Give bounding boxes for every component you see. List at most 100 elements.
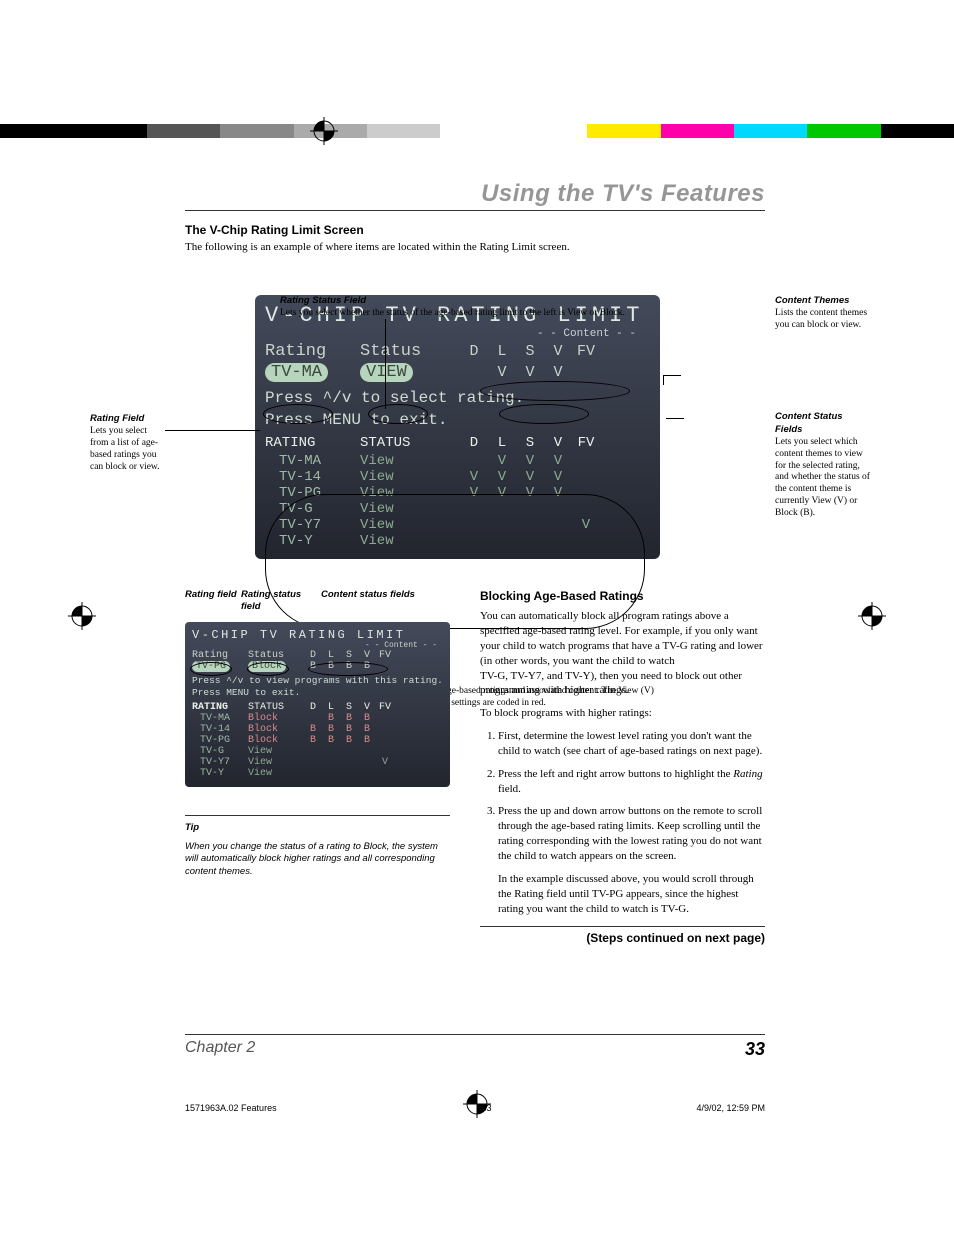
status-cell: View [360, 533, 460, 549]
rating-cell: TV-Y [265, 533, 360, 549]
mini-status-val: Block [248, 661, 286, 672]
chapter-label: Chapter 2 [185, 1039, 255, 1060]
section-title: Using the TV's Features [185, 180, 765, 211]
mini-tbl-hdr-r: RATING [192, 702, 248, 713]
main-diagram: Rating Status FieldLets you select wheth… [185, 295, 765, 559]
content-cells [460, 501, 650, 517]
registration-mark-icon [68, 602, 96, 630]
hint-1: Press ^/v to select rating. [265, 388, 650, 410]
tip-box: Tip When you change the status of a rati… [185, 815, 450, 879]
callout-content-themes: Content ThemesLists the content themes y… [775, 295, 870, 332]
table-row: TV-YView [265, 533, 650, 549]
mini-content-hdr: - - Content - - [192, 641, 437, 650]
rating-value: TV-MA [265, 363, 328, 382]
content-col: S [516, 343, 544, 360]
content-cells: VVVV [460, 469, 650, 485]
content-col: V [544, 343, 572, 360]
status-value: VIEW [360, 363, 413, 382]
tip-text: When you change the status of a rating t… [185, 841, 450, 879]
mini-table-body: TV-MABlockBBBTV-14BlockBBBBTV-PGBlockBBB… [192, 713, 443, 779]
step-2: Press the left and right arrow buttons t… [498, 767, 765, 797]
status-cell: View [360, 517, 460, 533]
table-row: TV-14ViewVVVV [265, 469, 650, 485]
rating-cell: TV-14 [265, 469, 360, 485]
step-1: First, determine the lowest level rating… [498, 729, 765, 759]
callout-rating-status-field: Rating Status FieldLets you select wheth… [280, 295, 660, 320]
registration-mark-icon [858, 602, 886, 630]
table-row: TV-MAViewVVV [265, 453, 650, 469]
page-footer: Chapter 2 33 [185, 1034, 765, 1060]
status-cell: View [360, 469, 460, 485]
content-val: V [544, 364, 572, 381]
callout-content-status-fields: Content Status FieldsLets you select whi… [775, 411, 870, 520]
table-row: TV-PGViewVVVV [265, 485, 650, 501]
right-heading: Blocking Age-Based Ratings [480, 589, 765, 603]
rating-cell: TV-G [265, 501, 360, 517]
content-cells [460, 533, 650, 549]
steps-list: First, determine the lowest level rating… [480, 729, 765, 916]
tbl-col: S [516, 435, 544, 451]
step-3: Press the up and down arrow buttons on t… [498, 804, 765, 916]
content-col: L [488, 343, 516, 360]
page-number: 33 [745, 1039, 765, 1060]
table-row: TV-YView [192, 768, 443, 779]
content-header: - - Content - - [265, 328, 636, 340]
tbl-col: FV [572, 435, 600, 451]
tbl-col: L [488, 435, 516, 451]
content-val: V [488, 364, 516, 381]
status-cell: View [360, 453, 460, 469]
table-row: TV-PGBlockBBBB [192, 735, 443, 746]
content-val [572, 364, 600, 381]
mini-cols: DLSVFV [304, 650, 443, 661]
rating-cell: TV-MA [265, 453, 360, 469]
content-col: D [460, 343, 488, 360]
content-val [460, 364, 488, 381]
table-row: TV-GView [265, 501, 650, 517]
subheading: The V-Chip Rating Limit Screen [185, 223, 765, 237]
tv-screen-large: V-CHIP TV RATING LIMIT - - Content - - R… [255, 295, 660, 559]
print-color-bar [0, 124, 954, 138]
rating-cell: TV-PG [265, 485, 360, 501]
mini-hint: Press ^/v to view programs with this rat… [192, 675, 443, 699]
mini-status-label: Status [248, 650, 304, 661]
mini-rating-val: TV-PG [192, 661, 230, 672]
mini-labels: Rating field Rating status field Content… [185, 589, 450, 612]
registration-mark-icon [310, 117, 338, 145]
status-cell: View [360, 501, 460, 517]
tbl-hdr-rating: RATING [265, 435, 360, 451]
mini-rating-label: Rating [192, 650, 248, 661]
content-col: FV [572, 343, 600, 360]
rating-label: Rating [265, 342, 360, 361]
content-values: VVV [460, 364, 650, 381]
table-row: TV-14BlockBBBB [192, 724, 443, 735]
lower-right-col: Blocking Age-Based Ratings You can autom… [480, 589, 765, 945]
tbl-hdr-cols: DLSVFV [460, 435, 650, 451]
mini-row-vals: BBBB [304, 661, 443, 672]
table-row: TV-Y7ViewV [265, 517, 650, 533]
callout-rating-field: Rating FieldLets you select from a list … [90, 413, 165, 473]
print-timestamp: 4/9/02, 12:59 PM [696, 1103, 765, 1113]
mini-tbl-hdr-s: STATUS [248, 702, 304, 713]
page-content: Using the TV's Features The V-Chip Ratin… [185, 180, 765, 945]
table-row: TV-MABlockBBB [192, 713, 443, 724]
tv-screen-mini: V-CHIP TV RATING LIMIT - - Content - - R… [185, 622, 450, 787]
status-cell: View [360, 485, 460, 501]
content-val: V [516, 364, 544, 381]
tbl-hdr-status: STATUS [360, 435, 460, 451]
print-page: 33 [482, 1103, 492, 1113]
print-metadata: 1571963A.02 Features 33 4/9/02, 12:59 PM [185, 1103, 765, 1113]
lower-left-col: Rating field Rating status field Content… [185, 589, 450, 945]
tbl-col: D [460, 435, 488, 451]
content-cells: VVV [460, 453, 650, 469]
content-cells: VVVV [460, 485, 650, 501]
status-label: Status [360, 342, 460, 361]
rating-cell: TV-Y7 [265, 517, 360, 533]
table-row: TV-Y7ViewV [192, 757, 443, 768]
intro-text: The following is an example of where ite… [185, 241, 765, 253]
content-columns: DLSVFV [460, 343, 650, 360]
mini-tbl-cols: DLSVFV [304, 702, 443, 713]
print-file: 1571963A.02 Features [185, 1103, 277, 1113]
hint-2: Press MENU to exit. [265, 410, 650, 432]
continued-note: (Steps continued on next page) [480, 926, 765, 945]
rating-table-body: TV-MAViewVVVTV-14ViewVVVVTV-PGViewVVVVTV… [265, 453, 650, 549]
